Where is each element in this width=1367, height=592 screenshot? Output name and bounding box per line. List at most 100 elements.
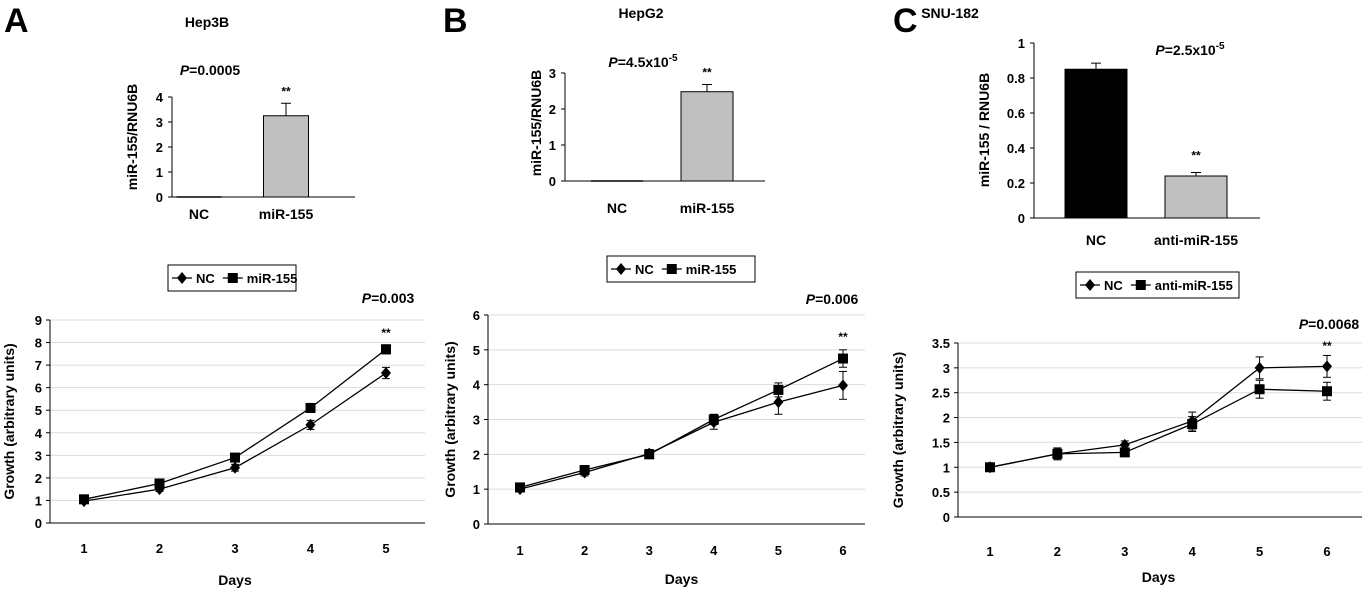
line-x-axis-label: Days — [218, 572, 252, 588]
bar-y-axis-label: miR-155 / RNU6B — [976, 73, 992, 187]
line-chart: 0 0.5 1 1.5 2 2.5 3 3.5 1 2 3 4 5 6 ** Growth (arbitrar… — [890, 316, 1362, 585]
line-x-axis-label: Days — [665, 571, 699, 587]
line-y-tick-label: 5 — [35, 403, 42, 418]
line-x-axis-label: Days — [1142, 569, 1176, 585]
legend-box — [1075, 271, 1240, 299]
line-p-value: P=0.0068 — [1299, 316, 1360, 332]
cell-line-title: HepG2 — [618, 5, 663, 21]
bar-y-tick-label: 1 — [156, 165, 163, 180]
legend: NC miR-155 — [606, 255, 756, 283]
line-y-tick-label: 5 — [473, 343, 480, 358]
line-y-tick-label: 9 — [35, 313, 42, 328]
line-y-tick-label: 3.5 — [932, 336, 950, 351]
data-point-square — [79, 494, 89, 505]
bar-y-tick-label: 0 — [156, 190, 163, 205]
bar-y-tick-label: 0.8 — [1007, 71, 1025, 86]
data-point-square — [838, 353, 848, 364]
line-x-tick-label: 4 — [1189, 544, 1197, 559]
line-x-tick-label: 3 — [231, 541, 238, 556]
line-y-tick-label: 2 — [35, 471, 42, 486]
line-x-tick-label: 6 — [839, 543, 846, 558]
line-y-tick-label: 7 — [35, 358, 42, 373]
line-y-tick-label: 8 — [35, 336, 42, 351]
line-x-tick-label: 3 — [1121, 544, 1128, 559]
bar-category-label: miR-155 — [259, 206, 314, 222]
line-y-tick-label: 1 — [473, 482, 480, 497]
panel-letter: C — [893, 2, 918, 40]
bar-category-label: anti-miR-155 — [1154, 232, 1238, 248]
data-point-square — [1322, 386, 1332, 397]
line-y-tick-label: 6 — [473, 308, 480, 323]
series-line-anti-miR-155 — [989, 388, 1328, 468]
data-point-diamond — [1085, 279, 1095, 291]
bar-p-value: P=2.5x10-5 — [1155, 41, 1225, 58]
bar-y-tick-label: 1 — [1018, 36, 1025, 51]
line-y-tick-label: 1 — [943, 460, 950, 475]
data-point-square — [227, 273, 238, 283]
bar-y-tick-label: 0.2 — [1007, 176, 1025, 191]
data-point-square — [154, 478, 165, 489]
line-x-tick-label: 6 — [1323, 544, 1330, 559]
data-point-square — [708, 414, 719, 425]
bar-significance-stars: ** — [702, 66, 712, 80]
bar-category-label: NC — [1086, 232, 1106, 248]
series-line-miR-155 — [519, 357, 844, 489]
data-point-square — [985, 462, 995, 473]
line-y-tick-label: 3 — [943, 361, 950, 376]
line-x-tick-label: 4 — [710, 543, 718, 558]
line-x-tick-label: 1 — [986, 544, 993, 559]
line-y-tick-label: 2 — [943, 411, 950, 426]
line-y-tick-label: 0 — [943, 510, 950, 525]
cell-line-title: SNU-182 — [921, 5, 979, 21]
line-chart: 0 1 2 3 4 5 6 7 8 9 1 2 3 4 5 ** Growth (arbitrary units… — [1, 290, 425, 588]
bar-y-tick-label: 2 — [156, 140, 163, 155]
line-y-tick-label: 2 — [473, 447, 480, 462]
line-x-tick-label: 3 — [646, 543, 653, 558]
line-y-axis-label: Growth (arbitrary units) — [890, 352, 906, 508]
line-y-tick-label: 0 — [473, 517, 480, 532]
data-point-diamond — [1254, 361, 1265, 374]
bar-y-tick-label: 0.4 — [1007, 141, 1026, 156]
bar-chart: 0 0.2 0.4 0.6 0.8 1 NC anti-miR-155 ** miR-155 / … — [976, 36, 1260, 248]
data-point-square — [579, 465, 590, 476]
data-point-square — [666, 264, 677, 274]
bar-NC — [1064, 68, 1128, 219]
data-point-square — [1254, 384, 1265, 395]
data-point-square — [515, 482, 525, 493]
line-y-tick-label: 2.5 — [932, 386, 950, 401]
data-point-diamond — [230, 461, 240, 474]
panel-letter: B — [443, 2, 468, 40]
legend: NC anti-miR-155 — [1075, 271, 1240, 299]
line-y-tick-label: 6 — [35, 381, 42, 396]
bar-category-label: miR-155 — [680, 200, 735, 216]
line-x-tick-label: 1 — [80, 541, 87, 556]
line-x-tick-label: 2 — [156, 541, 163, 556]
legend-label: NC — [635, 262, 654, 277]
bar-y-tick-label: 4 — [156, 90, 164, 105]
line-y-tick-label: 1.5 — [932, 435, 950, 450]
line-y-tick-label: 4 — [35, 426, 43, 441]
line-y-axis-label: Growth (arbitrary units) — [442, 341, 458, 497]
line-significance-stars: ** — [838, 330, 848, 344]
bar-y-tick-label: 1 — [549, 138, 556, 153]
panel-letter: A — [4, 2, 29, 40]
line-y-tick-label: 0 — [35, 516, 42, 531]
bar-p-value: P=4.5x10-5 — [608, 53, 678, 70]
legend-label: miR-155 — [686, 262, 737, 277]
bar-y-axis-label: miR-155/RNU6B — [528, 70, 544, 177]
series-line-NC — [83, 372, 387, 502]
bar-y-tick-label: 0 — [1018, 211, 1025, 226]
series-line-miR-155 — [83, 348, 387, 500]
line-significance-stars: ** — [1322, 339, 1332, 353]
data-point-diamond — [838, 379, 848, 392]
bar-y-tick-label: 0.6 — [1007, 106, 1025, 121]
line-x-tick-label: 5 — [775, 543, 782, 558]
bar-miR-155 — [263, 115, 309, 198]
data-point-diamond — [177, 272, 187, 284]
bar-category-label: NC — [189, 206, 209, 222]
panel-B: B HepG2 0 1 2 3 NC miR-155 ** miR-155/RNU6B P=4.5x… — [442, 2, 865, 587]
line-y-axis-label: Growth (arbitrary units) — [1, 343, 17, 499]
data-point-square — [1052, 448, 1063, 459]
data-point-square — [1119, 447, 1130, 458]
